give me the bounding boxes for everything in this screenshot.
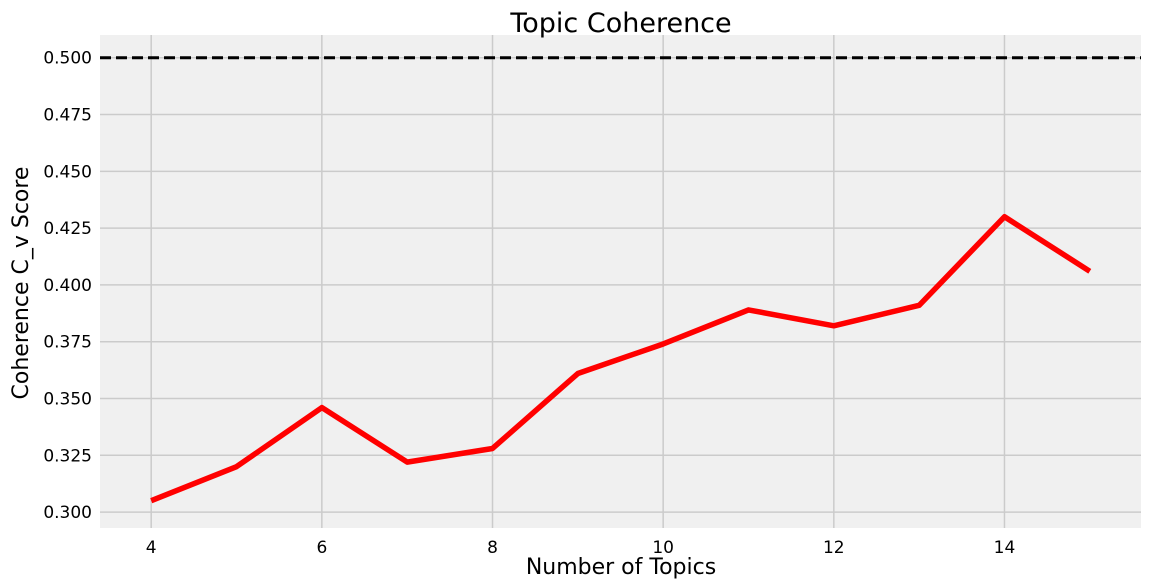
y-tick-label: 0.425: [43, 219, 92, 239]
y-tick-label: 0.325: [43, 446, 92, 466]
x-tick-label: 14: [994, 538, 1016, 558]
x-tick-label: 4: [146, 538, 157, 558]
x-tick-label: 8: [487, 538, 498, 558]
chart-title: Topic Coherence: [509, 8, 731, 39]
series-group: [150, 214, 1092, 504]
y-tick-label: 0.475: [43, 106, 92, 126]
y-tick-label: 0.500: [43, 49, 92, 69]
x-tick-label: 6: [316, 538, 327, 558]
x-tick-label: 12: [823, 538, 845, 558]
y-tick-label: 0.400: [43, 276, 92, 296]
x-axis-title: Number of Topics: [526, 555, 716, 580]
y-axis-title: Coherence C_v Score: [9, 167, 34, 400]
grid: [100, 35, 1141, 528]
x-tick-labels: 4 6 8 10 12 14: [146, 538, 1016, 558]
y-tick-label: 0.300: [43, 503, 92, 523]
y-tick-label: 0.375: [43, 333, 92, 353]
y-tick-label: 0.350: [43, 390, 92, 410]
coherence-series-line: [150, 214, 1092, 504]
x-tick-label: 10: [652, 538, 674, 558]
y-tick-labels: 0.300 0.325 0.350 0.375 0.400 0.425 0.450 0.475…: [43, 49, 92, 523]
y-tick-label: 0.450: [43, 162, 92, 182]
plot-area: [100, 35, 1141, 528]
